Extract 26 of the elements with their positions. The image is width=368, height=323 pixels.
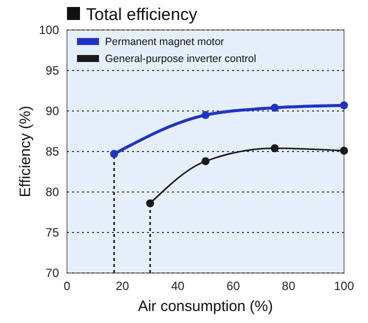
y-axis-title: Efficiency (%) xyxy=(17,106,34,198)
x-tick-label: 60 xyxy=(226,279,240,293)
x-tick-label: 20 xyxy=(116,279,130,293)
y-tick-label: 75 xyxy=(46,226,60,240)
point xyxy=(202,157,210,166)
point xyxy=(340,146,348,155)
chart-title: Total efficiency xyxy=(86,5,198,24)
y-tick-label: 85 xyxy=(46,144,60,159)
point xyxy=(110,150,118,158)
point xyxy=(270,104,279,112)
x-axis-title: Air consumption (%) xyxy=(138,298,274,315)
x-tick-label: 40 xyxy=(171,279,185,293)
y-tick-label: 95 xyxy=(46,64,60,78)
point xyxy=(270,144,279,152)
x-tick-label: 100 xyxy=(334,279,354,293)
y-tick-label: 70 xyxy=(46,266,60,280)
point xyxy=(146,199,154,208)
legend-label: General-purpose inverter control xyxy=(105,53,256,65)
x-tick-label: 80 xyxy=(282,279,296,293)
y-tick-label: 80 xyxy=(46,185,60,200)
y-tick-label: 100 xyxy=(38,23,60,38)
y-tick-label: 90 xyxy=(46,104,60,118)
legend-label: Permanent magnet motor xyxy=(105,36,225,48)
point xyxy=(340,101,348,110)
point xyxy=(202,111,210,120)
x-tick-label: 0 xyxy=(64,279,71,293)
